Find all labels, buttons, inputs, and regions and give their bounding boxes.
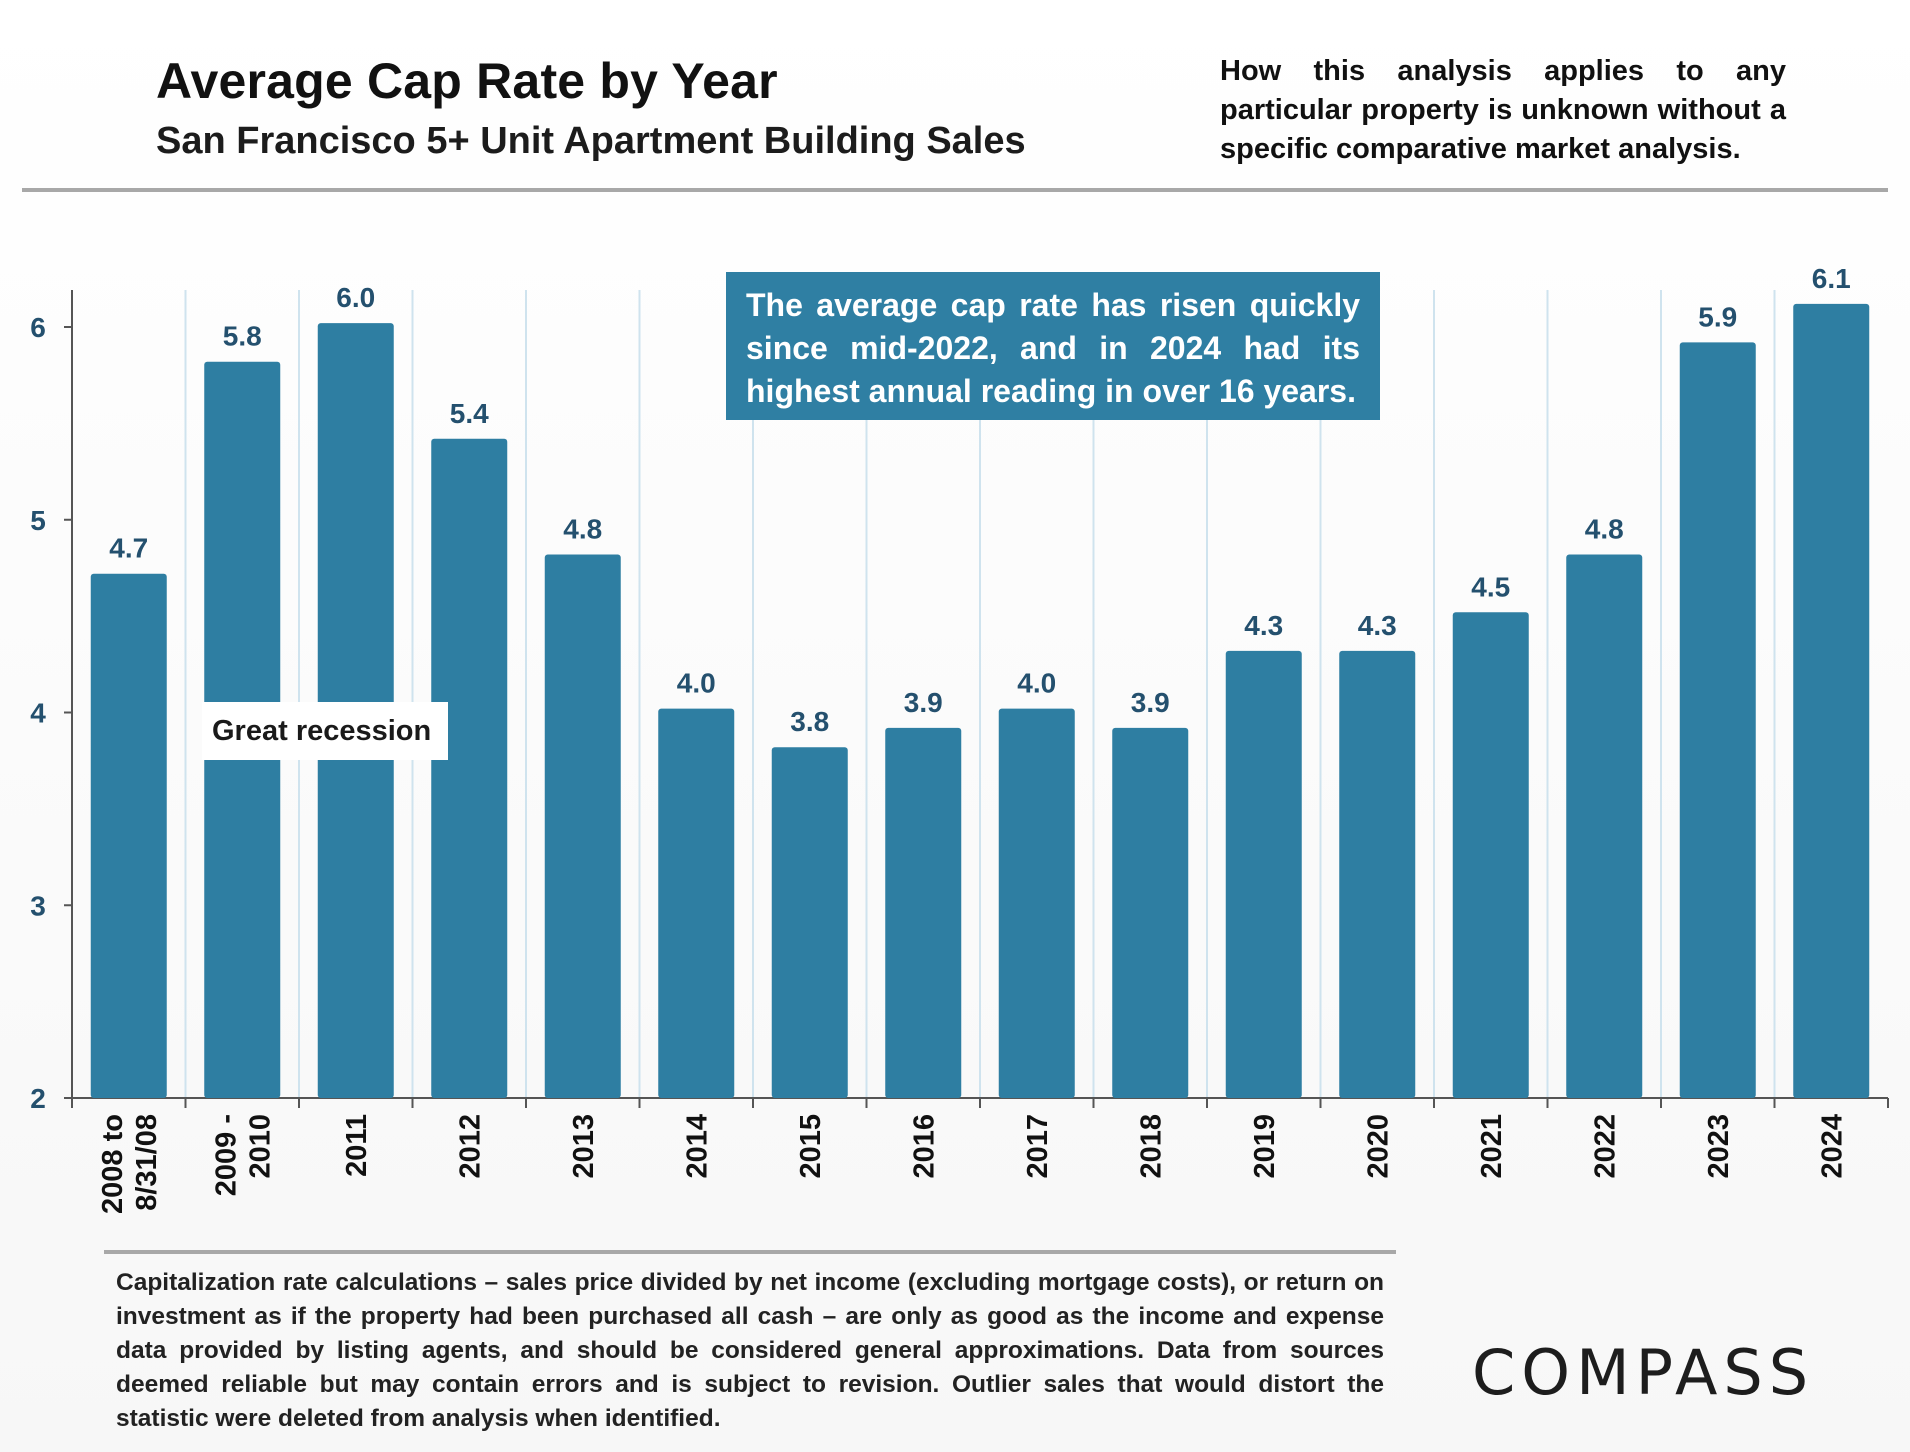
bar — [658, 708, 735, 1098]
category-label-line: 2010 — [244, 1114, 276, 1179]
data-label: 4.8 — [563, 513, 602, 544]
category-label: 2023 — [1703, 1114, 1735, 1179]
category-label-line: 2020 — [1362, 1114, 1394, 1179]
category-label-line: 2009 - — [210, 1114, 242, 1196]
category-label-line: 2013 — [568, 1114, 600, 1179]
data-label: 4.3 — [1244, 610, 1283, 641]
y-tick-label: 3 — [30, 890, 46, 921]
bar — [1566, 554, 1643, 1098]
data-label: 3.8 — [790, 706, 829, 737]
data-label: 5.4 — [450, 398, 489, 429]
category-label-line: 2015 — [795, 1114, 827, 1179]
category-label-line: 2014 — [681, 1114, 713, 1179]
data-label: 6.0 — [336, 282, 375, 313]
data-label: 4.7 — [109, 533, 148, 564]
y-tick-label: 6 — [30, 312, 46, 343]
bar — [771, 747, 848, 1098]
header-divider — [22, 188, 1888, 192]
y-tick-label: 5 — [30, 505, 46, 536]
data-label: 4.0 — [677, 668, 716, 699]
category-label-line: 8/31/08 — [131, 1114, 163, 1211]
category-label-line: 2012 — [454, 1114, 486, 1179]
category-label-line: 2008 to — [97, 1114, 129, 1214]
category-label-line: 2022 — [1589, 1114, 1621, 1179]
bar — [998, 708, 1075, 1098]
data-label: 4.3 — [1358, 610, 1397, 641]
data-label: 5.8 — [223, 321, 262, 352]
y-tick-label: 4 — [30, 698, 46, 729]
category-label-line: 2011 — [341, 1114, 373, 1177]
category-label: 2020 — [1362, 1114, 1394, 1179]
category-label: 2013 — [568, 1114, 600, 1179]
data-label: 3.9 — [1131, 687, 1170, 718]
category-label-line: 2016 — [908, 1114, 940, 1179]
disclaimer-text: How this analysis applies to any particu… — [1220, 55, 1786, 165]
footer-divider — [104, 1250, 1396, 1254]
methodology-footnote: Capitalization rate calculations – sales… — [116, 1269, 1384, 1432]
category-label: 2017 — [1022, 1114, 1054, 1179]
category-label: 2021 — [1476, 1114, 1508, 1179]
category-label-line: 2021 — [1476, 1114, 1508, 1179]
category-label: 2008 to8/31/08 — [97, 1114, 163, 1214]
chart-title: Average Cap Rate by Year — [156, 53, 778, 109]
data-label: 6.1 — [1812, 263, 1851, 294]
category-label: 2015 — [795, 1114, 827, 1179]
category-label-line: 2024 — [1816, 1114, 1848, 1179]
category-label: 2019 — [1249, 1114, 1281, 1179]
data-label: 4.8 — [1585, 513, 1624, 544]
category-label-line: 2018 — [1135, 1114, 1167, 1179]
data-label: 4.0 — [1017, 668, 1056, 699]
bar — [1339, 650, 1416, 1098]
category-label-line: 2023 — [1703, 1114, 1735, 1179]
category-label: 2022 — [1589, 1114, 1621, 1179]
bar — [90, 573, 167, 1098]
data-label: 3.9 — [904, 687, 943, 718]
bar — [1452, 612, 1529, 1098]
bar — [1225, 650, 1302, 1098]
compass-logo: COMPASS — [1472, 1336, 1815, 1409]
bar-chart: 2 3 4 5 6 4.7 2008 to8/31/08 5.8 2009 -2010 6.0 20… — [30, 263, 1889, 1214]
category-label: 2009 -2010 — [210, 1114, 276, 1196]
category-label-line: 2019 — [1249, 1114, 1281, 1179]
chart-subtitle: San Francisco 5+ Unit Apartment Building… — [156, 120, 1026, 162]
category-label: 2016 — [908, 1114, 940, 1179]
bar — [544, 554, 621, 1098]
category-label: 2012 — [454, 1114, 486, 1179]
data-label: 4.5 — [1471, 571, 1510, 602]
category-label: 2014 — [681, 1114, 713, 1179]
bar — [431, 438, 508, 1098]
category-label: 2024 — [1816, 1114, 1848, 1179]
callout-box: The average cap rate has risen quickly s… — [726, 272, 1380, 420]
category-label-line: 2017 — [1022, 1114, 1054, 1179]
bar — [1679, 342, 1756, 1098]
category-label: 2018 — [1135, 1114, 1167, 1179]
bar — [1793, 303, 1870, 1098]
bar — [885, 727, 962, 1098]
data-label: 5.9 — [1698, 301, 1737, 332]
great-recession-label: Great recession — [202, 702, 448, 760]
y-tick-label: 2 — [30, 1083, 46, 1114]
bar — [1112, 727, 1189, 1098]
category-label: 2011 — [341, 1114, 373, 1177]
